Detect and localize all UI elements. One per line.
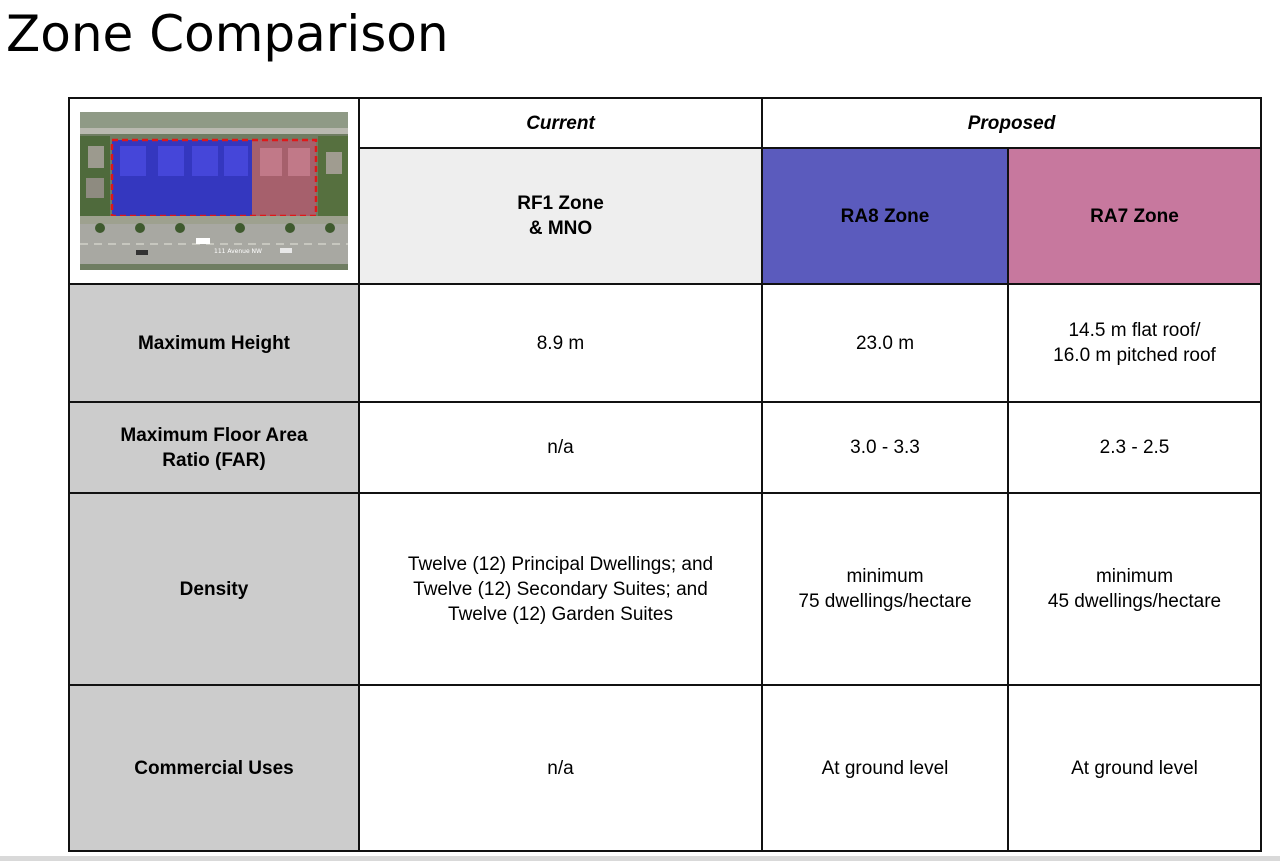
cell-current: n/a [358,401,763,494]
cell-text: At ground level [821,757,949,779]
table-row: Maximum Height 8.9 m 23.0 m 14.5 m flat … [68,283,1262,403]
zone-current: RF1 Zone & MNO [358,147,763,285]
cell-ra7: 14.5 m flat roof/ 16.0 m pitched roof [1007,283,1262,403]
table-row: Density Twelve (12) Principal Dwellings;… [68,492,1262,686]
cell-text: 14.5 m flat roof/ 16.0 m pitched roof [1053,320,1216,366]
cell-current: 8.9 m [358,283,763,403]
aerial-map-graphic: 111 Avenue NW [80,112,348,270]
row-label-text: Commercial Uses [134,757,294,779]
cell-ra8: minimum 75 dwellings/hectare [761,492,1009,686]
zone-header-row: RF1 Zone & MNO RA8 Zone RA7 Zone [69,147,1262,285]
cell-text: 8.9 m [536,332,585,354]
current-header: Current [358,97,763,149]
zone-comparison-table: 111 Avenue NW Current Proposed RF1 Zone … [68,97,1262,852]
row-label-density: Density [68,492,360,686]
table-row: Commercial Uses n/a At ground level At g… [68,684,1262,852]
cell-text: Twelve (12) Principal Dwellings; and Twe… [407,553,714,625]
row-label-commercial-uses: Commercial Uses [68,684,360,852]
zone-ra8-label: RA8 Zone [840,205,930,227]
aerial-map-cell: 111 Avenue NW [68,97,360,285]
table-row: Maximum Floor Area Ratio (FAR) n/a 3.0 -… [68,401,1262,494]
aerial-map-image: 111 Avenue NW [80,112,348,270]
row-label-far: Maximum Floor Area Ratio (FAR) [68,401,360,494]
cell-ra7: At ground level [1007,684,1262,852]
zone-ra8: RA8 Zone [761,147,1009,285]
cell-ra7: 2.3 - 2.5 [1007,401,1262,494]
cell-text: 2.3 - 2.5 [1099,437,1170,458]
zone-current-label: RF1 Zone & MNO [517,193,604,239]
row-label-text: Density [179,578,249,600]
cell-text: minimum 45 dwellings/hectare [1047,566,1222,612]
cell-ra8: At ground level [761,684,1009,852]
cell-ra8: 23.0 m [761,283,1009,403]
row-label-text: Maximum Floor Area Ratio (FAR) [120,424,308,471]
cell-text: n/a [547,757,574,779]
zone-ra7-label: RA7 Zone [1090,205,1179,227]
street-label: 111 Avenue NW [214,248,262,255]
cell-current: n/a [358,684,763,852]
row-label-maximum-height: Maximum Height [68,283,360,403]
bottom-divider [0,856,1280,861]
page-title: Zone Comparison [6,5,449,63]
cell-ra7: minimum 45 dwellings/hectare [1007,492,1262,686]
group-header-row: 111 Avenue NW Current Proposed [68,97,1262,285]
zone-ra7: RA7 Zone [1007,147,1262,285]
cell-text: 3.0 - 3.3 [850,437,920,458]
cell-ra8: 3.0 - 3.3 [761,401,1009,494]
cell-text: n/a [547,437,574,458]
cell-text: 23.0 m [855,332,915,354]
proposed-header: Proposed [761,97,1262,149]
cell-current: Twelve (12) Principal Dwellings; and Twe… [358,492,763,686]
row-label-text: Maximum Height [137,332,291,354]
cell-text: minimum 75 dwellings/hectare [798,566,972,612]
cell-text: At ground level [1071,757,1198,779]
